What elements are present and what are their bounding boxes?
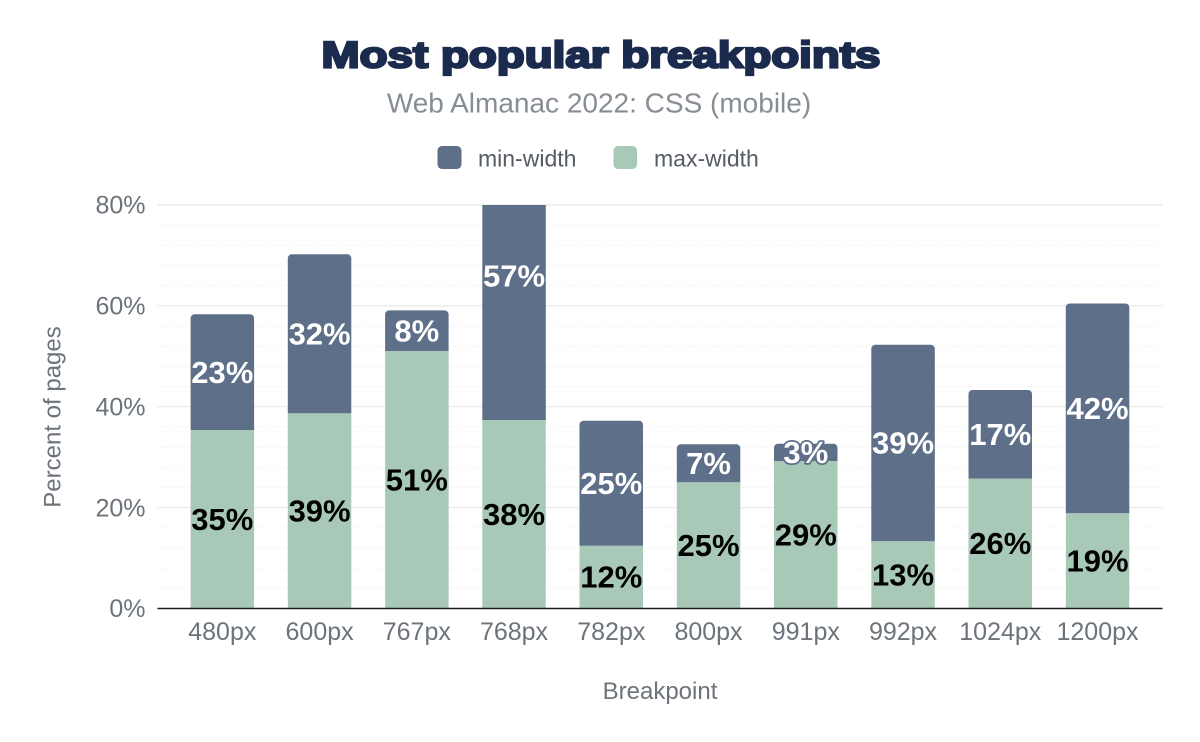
- svg-text:600px: 600px: [286, 618, 355, 646]
- svg-text:29%: 29%: [775, 517, 837, 552]
- svg-text:Most popular breakpoints: Most popular breakpoints: [322, 34, 881, 76]
- svg-text:35%: 35%: [191, 502, 253, 537]
- svg-text:17%: 17%: [969, 417, 1031, 452]
- svg-text:800px: 800px: [674, 618, 743, 646]
- svg-text:25%: 25%: [580, 466, 642, 501]
- svg-text:42%: 42%: [1066, 391, 1128, 426]
- svg-text:26%: 26%: [969, 526, 1031, 561]
- svg-text:40%: 40%: [95, 393, 145, 421]
- svg-text:992px: 992px: [869, 618, 938, 646]
- svg-text:7%: 7%: [686, 446, 731, 481]
- svg-text:3%: 3%: [783, 435, 828, 470]
- svg-text:8%: 8%: [394, 313, 439, 348]
- svg-text:767px: 767px: [383, 618, 452, 646]
- svg-text:39%: 39%: [872, 426, 934, 461]
- svg-text:20%: 20%: [95, 494, 145, 522]
- svg-text:12%: 12%: [580, 560, 642, 595]
- svg-text:0%: 0%: [109, 595, 145, 623]
- svg-text:1024px: 1024px: [959, 618, 1042, 646]
- svg-text:991px: 991px: [772, 618, 841, 646]
- svg-text:782px: 782px: [577, 618, 646, 646]
- svg-text:Percent of pages: Percent of pages: [40, 326, 67, 507]
- svg-text:19%: 19%: [1066, 544, 1128, 579]
- svg-text:25%: 25%: [677, 528, 739, 563]
- svg-text:max-width: max-width: [654, 146, 759, 172]
- svg-text:60%: 60%: [95, 293, 145, 321]
- svg-text:38%: 38%: [483, 497, 545, 532]
- svg-text:39%: 39%: [289, 494, 351, 529]
- svg-text:Web Almanac 2022: CSS (mobile): Web Almanac 2022: CSS (mobile): [387, 88, 811, 119]
- svg-text:32%: 32%: [289, 316, 351, 351]
- svg-text:57%: 57%: [483, 259, 545, 294]
- svg-text:Breakpoint: Breakpoint: [603, 678, 718, 705]
- svg-text:min-width: min-width: [478, 146, 576, 172]
- svg-text:13%: 13%: [872, 558, 934, 593]
- svg-text:768px: 768px: [480, 618, 549, 646]
- svg-text:51%: 51%: [386, 462, 448, 497]
- svg-text:80%: 80%: [95, 192, 145, 220]
- svg-text:480px: 480px: [188, 618, 257, 646]
- svg-text:1200px: 1200px: [1056, 618, 1139, 646]
- svg-text:23%: 23%: [191, 355, 253, 390]
